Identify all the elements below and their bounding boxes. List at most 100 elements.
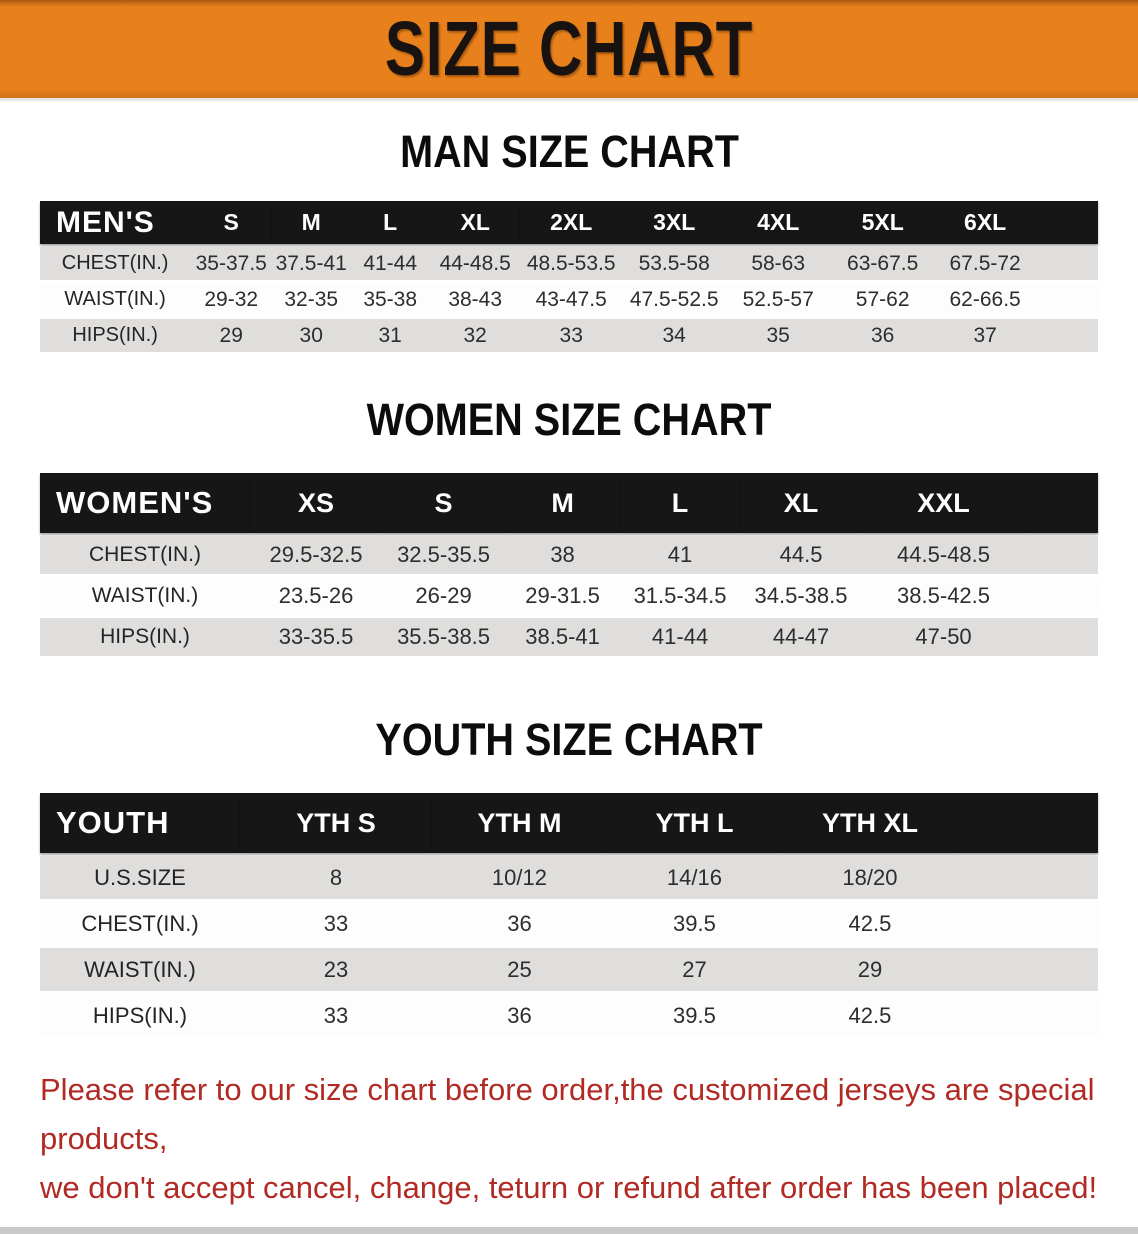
- men-col-header: M: [272, 201, 351, 244]
- spacer-cell: [957, 902, 1098, 945]
- table-cell: 47-50: [862, 618, 1026, 656]
- table-cell: 38.5-42.5: [862, 577, 1026, 615]
- table-cell: 67.5-72: [935, 247, 1036, 280]
- youth-table-header-row: YOUTH YTH S YTH M YTH L YTH XL: [40, 793, 1098, 853]
- table-cell: 29.5-32.5: [250, 536, 383, 574]
- table-cell: 31.5-34.5: [620, 577, 741, 615]
- youth-chest-row-label: CHEST(IN.): [40, 902, 240, 945]
- disclaimer-line-1: Please refer to our size chart before or…: [40, 1072, 1095, 1156]
- spacer-cell: [1025, 473, 1098, 533]
- youth-size-table: YOUTH YTH S YTH M YTH L YTH XL U.S.SIZE …: [40, 790, 1098, 1040]
- men-hips-row-label: HIPS(IN.): [40, 319, 191, 352]
- section-men: MAN SIZE CHART MEN'S S M L XL 2XL 3XL 4X…: [0, 101, 1138, 355]
- women-section-heading: WOMEN SIZE CHART: [0, 355, 1138, 470]
- youth-section-heading: YOUTH SIZE CHART: [0, 659, 1138, 790]
- table-cell: 41-44: [620, 618, 741, 656]
- table-cell: 33: [239, 902, 432, 945]
- bottom-edge-strip: [0, 1226, 1138, 1234]
- youth-ussize-row-label: U.S.SIZE: [40, 856, 240, 899]
- table-row: WAIST(IN.) 23 25 27 29: [40, 948, 1098, 991]
- women-col-header: XXL: [862, 473, 1026, 533]
- table-cell: 44-47: [740, 618, 863, 656]
- men-col-header: 5XL: [830, 201, 936, 244]
- table-cell: 42.5: [781, 994, 958, 1037]
- order-disclaimer-note: Please refer to our size chart before or…: [40, 1066, 1100, 1213]
- youth-col-header: YTH M: [431, 793, 607, 853]
- table-cell: 41: [620, 536, 741, 574]
- women-col-header: S: [382, 473, 506, 533]
- table-row: HIPS(IN.) 33 36 39.5 42.5: [40, 994, 1098, 1037]
- table-cell: 47.5-52.5: [622, 283, 727, 316]
- table-cell: 35-38: [350, 283, 431, 316]
- table-cell: 44-48.5: [430, 247, 521, 280]
- spacer-cell: [957, 948, 1098, 991]
- youth-hips-row-label: HIPS(IN.): [40, 994, 240, 1037]
- table-cell: 52.5-57: [726, 283, 831, 316]
- women-col-header: M: [505, 473, 621, 533]
- table-cell: 8: [239, 856, 432, 899]
- table-cell: 42.5: [781, 902, 958, 945]
- table-cell: 38-43: [430, 283, 521, 316]
- table-cell: 38: [505, 536, 621, 574]
- men-table-header-row: MEN'S S M L XL 2XL 3XL 4XL 5XL 6XL: [40, 201, 1098, 244]
- table-row: CHEST(IN.) 35-37.5 37.5-41 41-44 44-48.5…: [40, 247, 1098, 280]
- table-row: HIPS(IN.) 33-35.5 35.5-38.5 38.5-41 41-4…: [40, 618, 1098, 656]
- table-cell: 53.5-58: [622, 247, 727, 280]
- table-cell: 39.5: [606, 902, 782, 945]
- table-cell: 10/12: [431, 856, 607, 899]
- spacer-cell: [1025, 577, 1098, 615]
- men-chest-row-label: CHEST(IN.): [40, 247, 191, 280]
- women-table-group-label: WOMEN'S: [40, 473, 250, 533]
- table-cell: 27: [606, 948, 782, 991]
- spacer-cell: [957, 994, 1098, 1037]
- table-cell: 34: [622, 319, 727, 352]
- table-cell: 43-47.5: [520, 283, 623, 316]
- youth-col-header: YTH L: [606, 793, 782, 853]
- table-cell: 23.5-26: [250, 577, 383, 615]
- table-cell: 35.5-38.5: [382, 618, 506, 656]
- spacer-cell: [1035, 319, 1098, 352]
- section-youth: YOUTH SIZE CHART YOUTH YTH S YTH M YTH L…: [0, 659, 1138, 1040]
- table-cell: 57-62: [830, 283, 936, 316]
- men-waist-row-label: WAIST(IN.): [40, 283, 191, 316]
- women-table-header-row: WOMEN'S XS S M L XL XXL: [40, 473, 1098, 533]
- table-cell: 29: [190, 319, 273, 352]
- disclaimer-line-2: we don't accept cancel, change, teturn o…: [40, 1169, 1098, 1205]
- spacer-cell: [957, 856, 1098, 899]
- men-col-header: XL: [430, 201, 521, 244]
- men-col-header: S: [190, 201, 273, 244]
- men-col-header: 4XL: [726, 201, 831, 244]
- table-row: CHEST(IN.) 29.5-32.5 32.5-35.5 38 41 44.…: [40, 536, 1098, 574]
- women-section-heading-text: WOMEN SIZE CHART: [366, 394, 772, 445]
- table-cell: 23: [239, 948, 432, 991]
- table-cell: 41-44: [350, 247, 431, 280]
- table-cell: 36: [431, 994, 607, 1037]
- table-cell: 29-31.5: [505, 577, 621, 615]
- table-cell: 32.5-35.5: [382, 536, 506, 574]
- men-table-group-label: MEN'S: [40, 201, 191, 244]
- table-cell: 14/16: [606, 856, 782, 899]
- table-cell: 39.5: [606, 994, 782, 1037]
- table-cell: 35: [726, 319, 831, 352]
- youth-waist-row-label: WAIST(IN.): [40, 948, 240, 991]
- table-row: CHEST(IN.) 33 36 39.5 42.5: [40, 902, 1098, 945]
- table-cell: 38.5-41: [505, 618, 621, 656]
- spacer-cell: [1035, 283, 1098, 316]
- banner: SIZE CHART: [0, 0, 1138, 101]
- table-cell: 37.5-41: [272, 247, 351, 280]
- table-cell: 58-63: [726, 247, 831, 280]
- men-section-heading: MAN SIZE CHART: [0, 101, 1138, 198]
- table-row: HIPS(IN.) 29 30 31 32 33 34 35 36 37: [40, 319, 1098, 352]
- table-cell: 35-37.5: [190, 247, 273, 280]
- youth-col-header: YTH S: [239, 793, 432, 853]
- section-women: WOMEN SIZE CHART WOMEN'S XS S M L XL XXL…: [0, 355, 1138, 659]
- men-col-header: L: [350, 201, 431, 244]
- women-col-header: XS: [250, 473, 383, 533]
- men-col-header: 3XL: [622, 201, 727, 244]
- table-cell: 29: [781, 948, 958, 991]
- table-cell: 30: [272, 319, 351, 352]
- women-col-header: L: [620, 473, 741, 533]
- table-row: U.S.SIZE 8 10/12 14/16 18/20: [40, 856, 1098, 899]
- table-cell: 32-35: [272, 283, 351, 316]
